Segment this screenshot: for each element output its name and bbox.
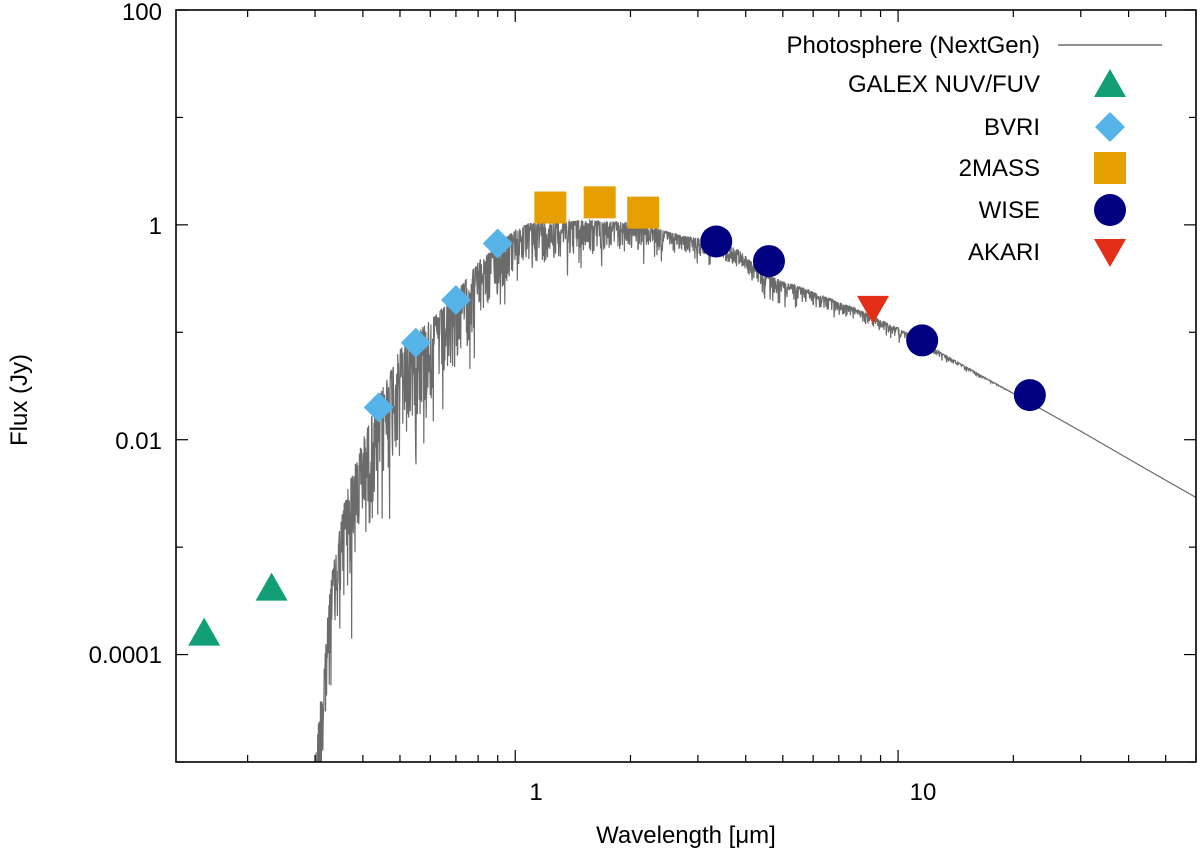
wise-point: [1013, 379, 1046, 412]
x-axis-label: Wavelength [μm]: [596, 822, 776, 849]
galex-point: [188, 617, 221, 646]
bvri-point: [363, 392, 394, 423]
bvri-point: [440, 284, 471, 315]
galex-point: [255, 572, 288, 601]
photometry-markers: [188, 186, 1046, 646]
wise-point: [700, 225, 733, 258]
legend: [1058, 44, 1162, 267]
x-tick-label-10: 10: [910, 779, 937, 806]
legend-label-galex: GALEX NUV/FUV: [848, 71, 1040, 98]
plot-border: [175, 9, 1197, 763]
legend-sample-2mass: [1094, 152, 1126, 184]
y-axis-label: Flux (Jy): [6, 354, 33, 446]
legend-label-akari: AKARI: [968, 239, 1040, 266]
bvri-point: [400, 327, 431, 358]
y-tick-label-1: 1: [149, 213, 162, 240]
akari-point: [857, 295, 890, 324]
photosphere-series: [315, 218, 1196, 762]
legend-label-wise: WISE: [979, 197, 1040, 224]
legend-label-2mass: 2MASS: [959, 155, 1040, 182]
legend-sample-wise: [1094, 194, 1126, 226]
wise-point: [906, 324, 939, 357]
photosphere-line: [315, 218, 1196, 762]
legend-label-photosphere: Photosphere (NextGen): [787, 32, 1040, 59]
legend-sample-galex: [1094, 69, 1126, 97]
2mass-point: [534, 191, 567, 224]
axis-ticks: [176, 9, 1197, 763]
2mass-point: [583, 186, 616, 219]
plot-frame: [175, 9, 1197, 763]
y-tick-label-100: 100: [122, 0, 162, 26]
2mass-point: [627, 196, 660, 229]
y-tick-label-0.0001: 0.0001: [89, 642, 162, 669]
legend-sample-bvri: [1095, 112, 1125, 142]
x-tick-label-1: 1: [529, 779, 542, 806]
legend-sample-akari: [1094, 239, 1126, 267]
wise-point: [752, 245, 785, 278]
legend-label-bvri: BVRI: [984, 114, 1040, 141]
y-tick-label-0.01: 0.01: [115, 428, 162, 455]
bvri-point: [482, 228, 513, 259]
